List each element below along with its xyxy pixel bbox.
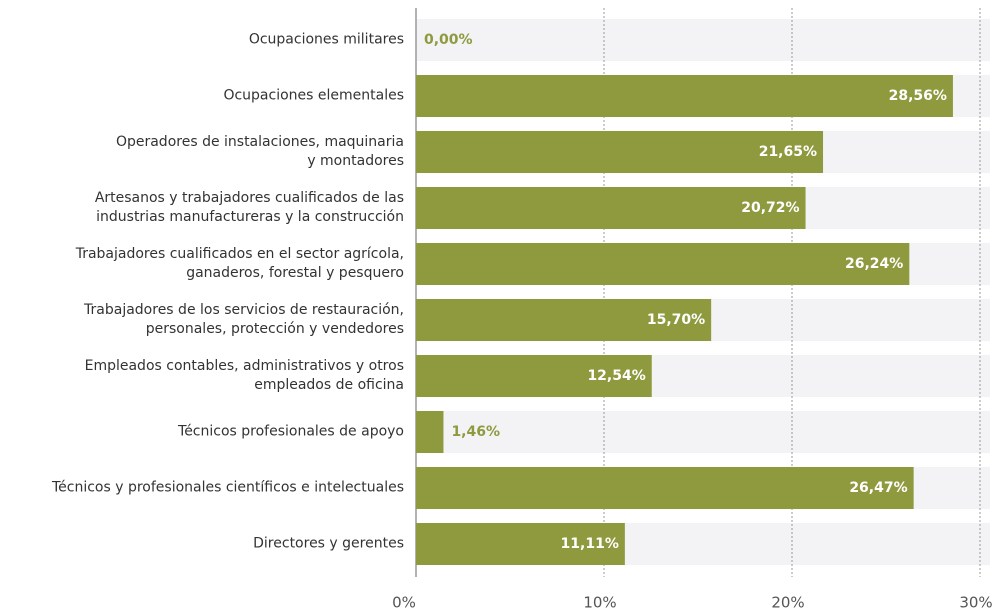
category-label: Trabajadores cualificados en el sector a… bbox=[75, 246, 404, 281]
category-label: Ocupaciones militares bbox=[248, 31, 404, 48]
category-label: Directores y gerentes bbox=[253, 535, 404, 552]
category-label: Ocupaciones elementales bbox=[223, 87, 404, 104]
value-label: 26,47% bbox=[849, 480, 907, 496]
value-label: 21,65% bbox=[759, 144, 817, 160]
bar bbox=[416, 355, 652, 397]
bar bbox=[416, 243, 910, 285]
value-label: 12,54% bbox=[587, 368, 645, 384]
row-band bbox=[416, 19, 990, 61]
value-label: 28,56% bbox=[889, 88, 947, 104]
category-label: Artesanos y trabajadores cualificados de… bbox=[94, 190, 404, 225]
x-tick-label: 0% bbox=[392, 594, 416, 612]
bar bbox=[416, 299, 712, 341]
value-label: 26,24% bbox=[845, 256, 903, 272]
value-label: 1,46% bbox=[451, 424, 500, 440]
bar bbox=[416, 523, 625, 565]
x-tick-label: 20% bbox=[771, 594, 804, 612]
category-label: Técnicos profesionales de apoyo bbox=[178, 423, 404, 440]
value-label: 0,00% bbox=[424, 32, 473, 48]
bar bbox=[416, 75, 953, 117]
category-label: Operadores de instalaciones, maquinaria … bbox=[115, 134, 404, 169]
bar bbox=[416, 411, 444, 453]
value-label: 15,70% bbox=[647, 312, 705, 328]
x-tick-label: 30% bbox=[959, 594, 992, 612]
category-label: Empleados contables, administrativos y o… bbox=[84, 358, 404, 393]
bar bbox=[416, 187, 806, 229]
bar bbox=[416, 131, 824, 173]
bar bbox=[416, 467, 914, 509]
value-label: 20,72% bbox=[741, 200, 799, 216]
category-label: Trabajadores de los servicios de restaur… bbox=[84, 302, 404, 337]
x-tick-label: 10% bbox=[583, 594, 616, 612]
value-label: 11,11% bbox=[561, 536, 619, 552]
category-label: Técnicos y profesionales científicos e i… bbox=[51, 479, 404, 496]
row-band bbox=[416, 411, 990, 453]
